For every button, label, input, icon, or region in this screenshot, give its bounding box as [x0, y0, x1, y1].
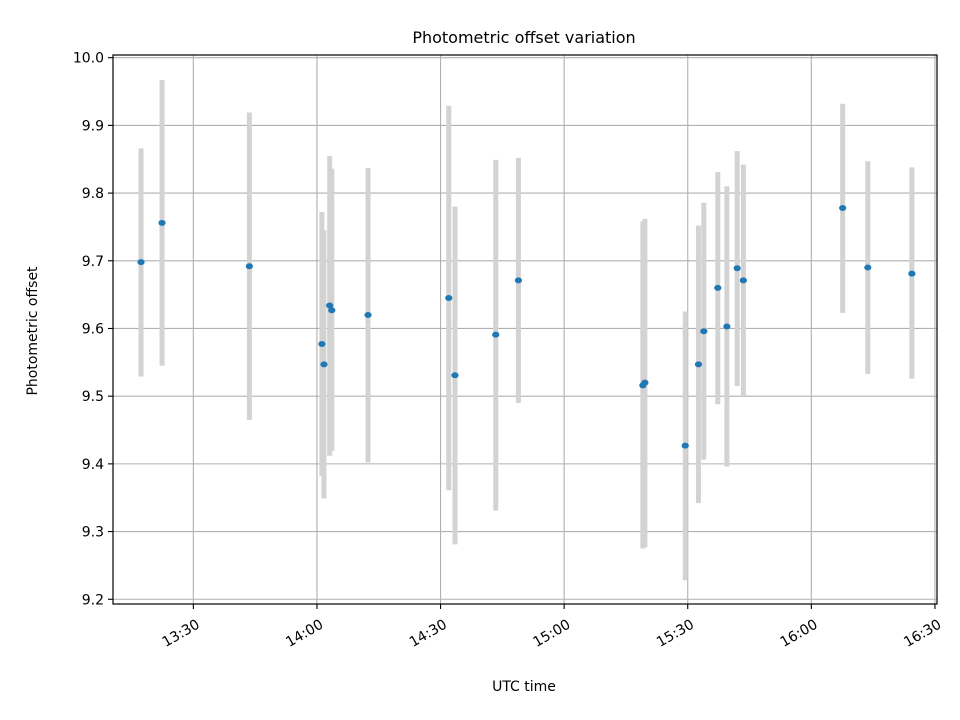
y-tick-label: 9.4 — [82, 457, 104, 473]
data-point — [694, 361, 703, 368]
y-tick-label: 9.5 — [82, 389, 104, 405]
y-tick-label: 10.0 — [73, 51, 104, 67]
data-point — [158, 219, 166, 226]
data-point — [326, 302, 334, 309]
x-axis-label: UTC time — [492, 679, 556, 695]
y-tick-label: 9.6 — [82, 321, 104, 337]
y-axis-label: Photometric offset — [25, 266, 41, 396]
data-point — [739, 277, 747, 284]
data-point — [137, 259, 145, 266]
y-tick-label: 9.9 — [82, 118, 104, 134]
data-point — [864, 264, 872, 271]
data-point — [839, 204, 847, 211]
data-point — [245, 263, 253, 270]
data-point — [733, 265, 741, 272]
data-point — [908, 270, 916, 277]
data-point — [451, 372, 459, 379]
data-point — [514, 277, 523, 284]
y-tick-label: 9.3 — [82, 525, 104, 541]
data-point — [723, 323, 731, 330]
data-point — [681, 442, 689, 449]
data-point — [320, 361, 328, 368]
plot-frame — [112, 54, 938, 605]
data-point — [328, 307, 336, 314]
data-point — [714, 284, 722, 291]
data-point — [641, 379, 649, 386]
data-point — [492, 331, 500, 338]
data-points — [137, 204, 916, 449]
data-point — [445, 295, 453, 302]
chart-title: Photometric offset variation — [412, 28, 635, 47]
y-tick-label: 9.8 — [82, 186, 104, 202]
data-point — [318, 341, 326, 348]
y-tick-label: 9.7 — [82, 254, 104, 270]
y-tick-label: 9.2 — [82, 592, 104, 608]
data-point — [700, 328, 708, 335]
data-point — [364, 311, 372, 318]
